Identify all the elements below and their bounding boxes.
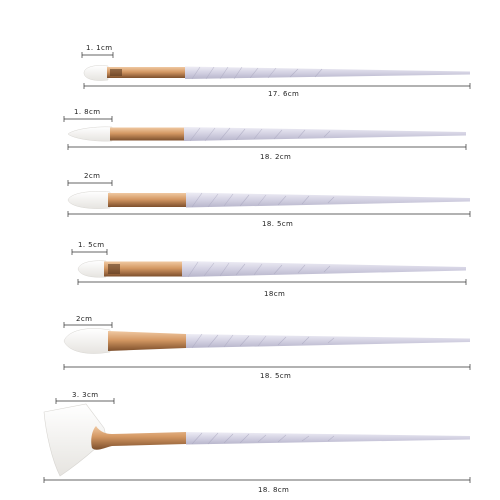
brush-handle: [182, 261, 466, 277]
tip-size-label: 2cm: [84, 172, 100, 180]
brush-ferrule: [104, 261, 182, 277]
length-dimension: 18. 5cm: [67, 211, 471, 228]
tip-dimension: 1. 1cm: [81, 44, 114, 58]
tip-size-label: 3. 3cm: [72, 391, 98, 399]
brush-2: 1. 8cm 18. 2cm: [63, 108, 467, 161]
length-dimension: 18. 8cm: [43, 477, 471, 494]
tip-dimension: 2cm: [67, 172, 113, 186]
brush-bristles: [83, 65, 109, 81]
tip-dimension: 1. 8cm: [63, 108, 113, 122]
brush-1: 1. 1cm 17. 6cm: [81, 44, 471, 98]
length-label: 18. 2cm: [260, 153, 291, 161]
brush-3: 2cm 18. 5cm: [67, 172, 471, 228]
length-label: 18. 8cm: [258, 486, 289, 494]
tip-dimension: 2cm: [63, 315, 113, 328]
brush-bristles: [67, 191, 111, 209]
brush-ferrule: [110, 127, 184, 141]
brush-6: 3. 3cm 18. 8cm: [43, 391, 471, 494]
length-dimension: 18. 2cm: [67, 144, 467, 161]
brush-4: 1. 5cm 18cm: [71, 241, 467, 298]
length-label: 18. 5cm: [260, 372, 291, 380]
tip-size-label: 2cm: [76, 315, 92, 323]
tip-size-label: 1. 1cm: [86, 44, 112, 52]
brush-bristles: [77, 260, 107, 278]
tip-dimension: 1. 5cm: [71, 241, 108, 255]
brush-bristles: [63, 328, 111, 354]
tip-size-label: 1. 5cm: [78, 241, 104, 249]
brush-bristles: [67, 126, 113, 142]
brush-handle: [186, 192, 470, 208]
tip-dimension: 3. 3cm: [55, 391, 115, 404]
brush-ferrule: [107, 67, 185, 78]
length-label: 18cm: [264, 290, 285, 298]
brush-5: 2cm 18. 5cm: [63, 315, 471, 380]
brush-handle: [186, 334, 470, 348]
length-label: 18. 5cm: [262, 220, 293, 228]
length-label: 17. 6cm: [268, 90, 299, 98]
brush-handle: [184, 127, 466, 141]
brush-handle: [186, 432, 470, 445]
brush-ferrule: [91, 426, 186, 450]
length-dimension: 18. 5cm: [63, 364, 471, 380]
brush-handle: [185, 66, 470, 79]
tip-size-label: 1. 8cm: [74, 108, 100, 116]
brush-ferrule: [108, 193, 186, 207]
length-dimension: 18cm: [77, 279, 467, 298]
brush-ferrule: [108, 331, 186, 351]
length-dimension: 17. 6cm: [83, 83, 471, 98]
